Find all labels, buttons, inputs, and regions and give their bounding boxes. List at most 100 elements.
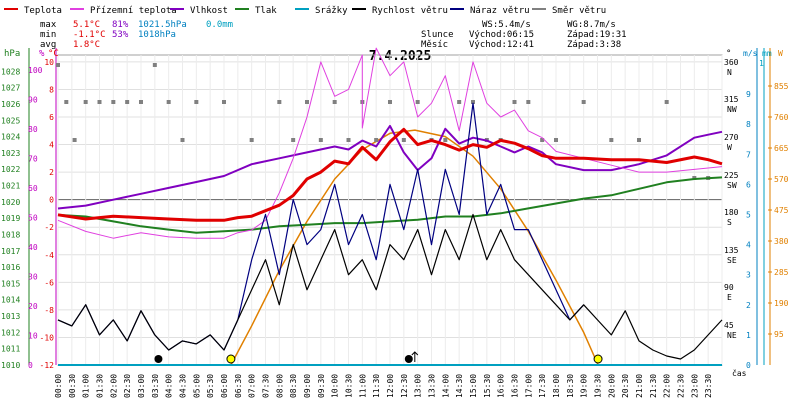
plot-area: [56, 47, 723, 366]
tick-deg: 360: [724, 58, 739, 67]
wind-dir-point: [581, 100, 586, 104]
tick-ms: 9: [746, 90, 751, 99]
tick-ms: 5: [746, 211, 751, 220]
legend-label-temperature: Teplota: [24, 6, 62, 16]
tick-time: 08:00: [275, 374, 284, 398]
wind-dir-point: [72, 138, 77, 142]
wind-dir-point: [83, 100, 88, 104]
wind-dir-point: [346, 138, 351, 142]
tick-time: 15:30: [483, 374, 492, 398]
tick-time: 23:00: [690, 374, 699, 398]
stat-min-pressure: 1018hPa: [138, 30, 176, 40]
moon-label: Měsíc: [421, 40, 448, 50]
tick-w: 475: [774, 206, 789, 215]
tick-time: 16:00: [497, 374, 506, 398]
series-line-slune-n-z-en-: [230, 129, 599, 366]
tick-time: 16:30: [511, 374, 520, 398]
tick-time: 23:30: [704, 374, 713, 398]
tick-deg: 45: [724, 321, 734, 330]
moonrise-time: Východ:12:41: [469, 40, 534, 50]
wind-gust-max: WG:8.7m/s: [567, 20, 616, 30]
tick-hpa: 1016: [1, 263, 20, 272]
tick-hpa: 1018: [1, 230, 20, 239]
wind-dir-point: [318, 138, 323, 142]
tick-time: 06:00: [220, 374, 229, 398]
tick-hpa: 1022: [1, 165, 20, 174]
tick-ms: 1: [746, 331, 751, 340]
tick-hpa: 1023: [1, 149, 20, 158]
tick-time: 13:30: [428, 374, 437, 398]
wind-dir-point: [637, 138, 641, 142]
tick-time: 11:00: [358, 374, 367, 398]
tick-pct: 100: [28, 66, 43, 75]
tick-dir: NW: [727, 105, 737, 114]
tick-time: 22:30: [677, 374, 686, 398]
tick-deg: 225: [724, 171, 739, 180]
tick-hpa: 1021: [1, 182, 20, 191]
tick-pct: 10: [28, 331, 38, 340]
tick-hpa: 1015: [1, 279, 20, 288]
wind-dir-point: [471, 100, 475, 104]
wind-dir-point: [457, 100, 462, 104]
wind-dir-point: [139, 100, 143, 104]
tick-time: 04:30: [179, 374, 188, 398]
tick-pct: 50: [28, 213, 38, 222]
tick-ms: 4: [746, 241, 751, 250]
tick-c: 0: [49, 196, 54, 205]
tick-hpa: 1027: [1, 84, 20, 93]
tick-dir: NE: [727, 331, 737, 340]
tick-time: 09:30: [317, 374, 326, 398]
tick-time: 17:00: [524, 374, 533, 398]
tick-dir: SW: [727, 181, 737, 190]
tick-c: -12: [40, 361, 55, 370]
tick-ms: 0: [746, 361, 751, 370]
wind-dir-point: [512, 100, 517, 104]
tick-w: 95: [774, 330, 784, 339]
tick-time: 22:00: [663, 374, 672, 398]
tick-w: 570: [774, 175, 789, 184]
wind-dir-point: [401, 138, 406, 142]
tick-time: 04:00: [165, 374, 174, 398]
stat-max-temp: 5.1°C: [73, 20, 100, 30]
axis-w-unit: W: [778, 49, 783, 58]
wind-dir-point: [249, 138, 254, 142]
wind-dir-point: [415, 100, 420, 104]
tick-time: 20:00: [607, 374, 616, 398]
axis-hpa-unit: hPa: [4, 49, 20, 59]
tick-deg: 135: [724, 246, 739, 255]
tick-time: 03:00: [137, 374, 146, 398]
tick-c: 2: [49, 168, 54, 177]
tick-time: 10:30: [345, 374, 354, 398]
wind-dir-point: [152, 63, 157, 67]
stat-max-humidity: 81%: [112, 20, 129, 30]
tick-hpa: 1028: [1, 67, 20, 76]
tick-pct: 0: [28, 361, 33, 370]
stat-max-pressure: 1021.5hPa: [138, 20, 187, 30]
legend-label-feels_like: Přízemní teplota: [90, 6, 177, 16]
sunset-marker: [593, 354, 603, 364]
tick-c: 4: [49, 141, 54, 150]
tick-time: 11:30: [372, 374, 381, 398]
tick-hpa: 1020: [1, 198, 20, 207]
axis-time-unit: čas: [732, 368, 747, 378]
tick-pct: 90: [28, 95, 38, 104]
series-line-vlhkost: [57, 124, 723, 210]
wind-dir-point: [332, 100, 337, 104]
sun-moon-info: WS:5.4m/s WG:8.7m/s Slunce Východ:06:15 …: [421, 20, 627, 50]
tick-w: 380: [774, 237, 789, 246]
tick-deg: 270: [724, 133, 739, 142]
tick-ms: 2: [746, 301, 751, 310]
tick-time: 06:30: [234, 374, 243, 398]
series-line-rychlost-v-tru: [57, 213, 723, 360]
tick-pct: 30: [28, 272, 38, 281]
wind-speed-max: WS:5.4m/s: [482, 20, 531, 30]
legend-label-pressure: Tlak: [255, 6, 277, 16]
tick-time: 14:00: [441, 374, 450, 398]
tick-time: 03:30: [151, 374, 160, 398]
tick-ms: 6: [746, 180, 751, 189]
tick-w: 760: [774, 113, 789, 122]
tick-w: 665: [774, 144, 789, 153]
tick-dir: S: [727, 218, 732, 227]
wind-dir-point: [291, 138, 296, 142]
wind-dir-point: [194, 100, 199, 104]
